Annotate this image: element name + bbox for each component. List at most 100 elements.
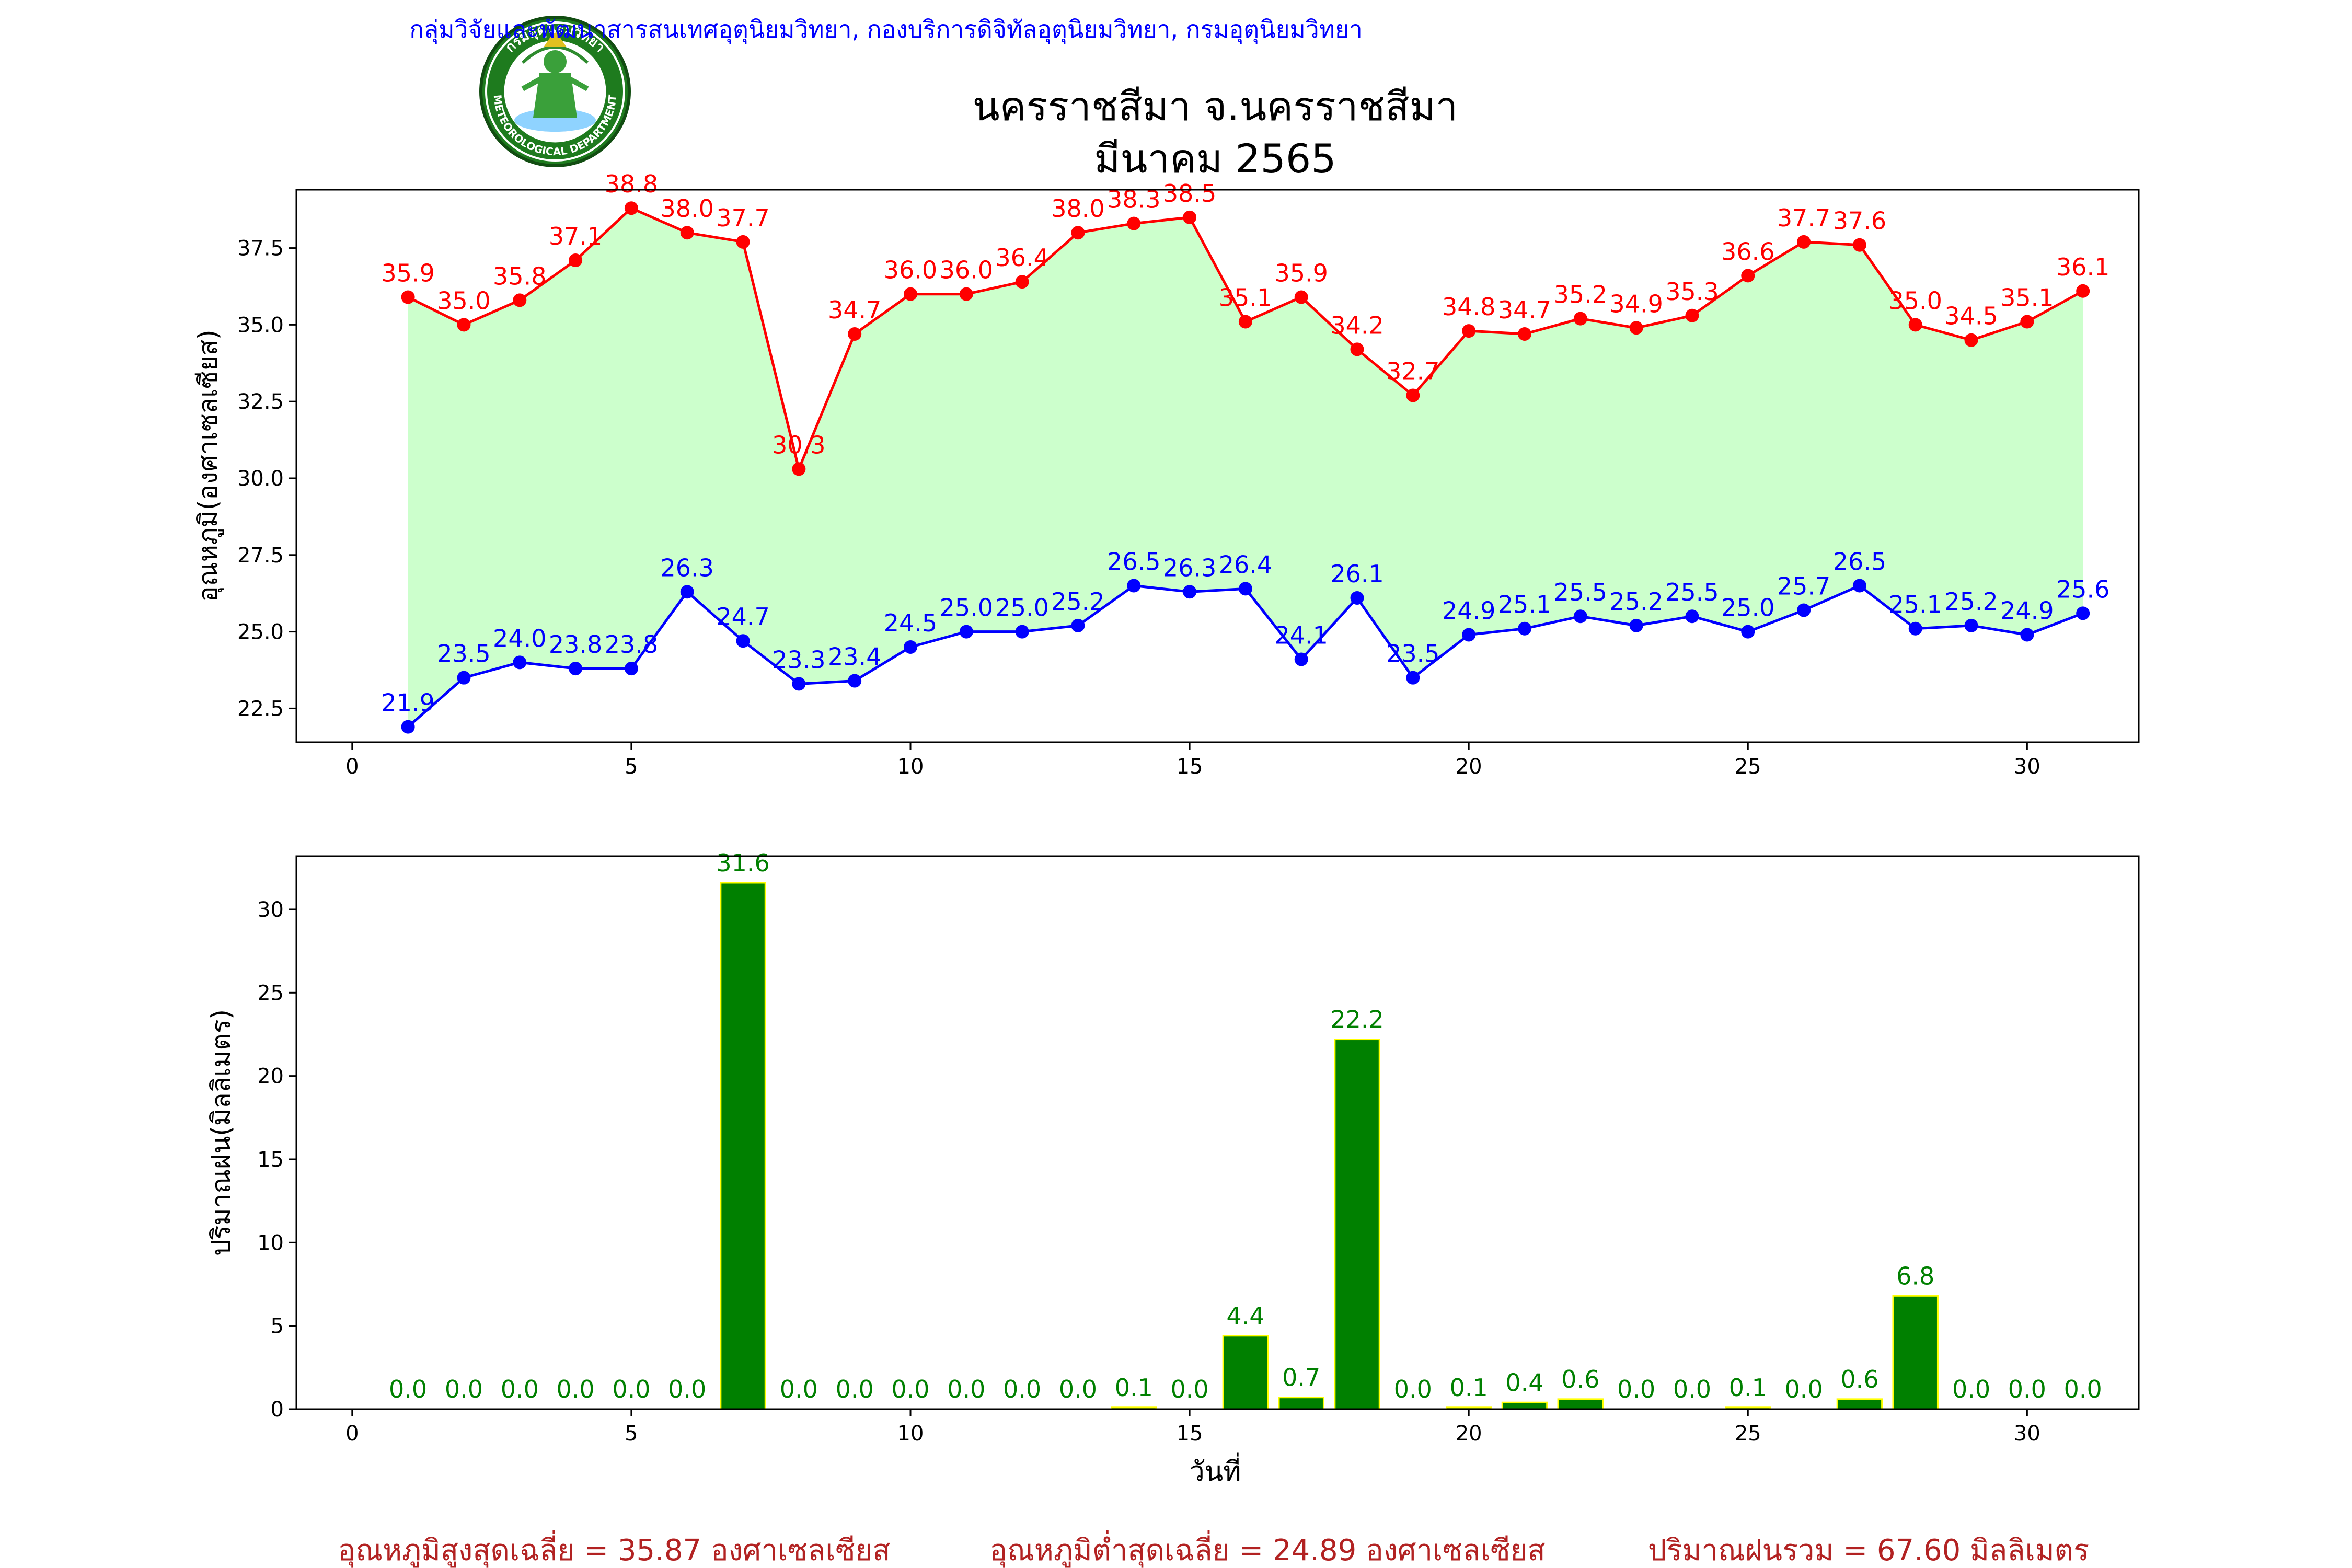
- max-temperature-point: [1350, 342, 1364, 356]
- min-temperature-label: 26.1: [1330, 560, 1383, 588]
- temperature-y-axis-label: อุณหภูมิ(องศาเซลเซียส): [193, 329, 224, 602]
- min-temperature-label: 25.6: [2056, 575, 2109, 603]
- max-temperature-label: 38.8: [605, 170, 658, 198]
- min-temperature-label: 25.2: [1944, 587, 1998, 616]
- min-temperature-point: [1629, 618, 1643, 632]
- rainfall-label: 0.0: [445, 1375, 483, 1403]
- min-temperature-point: [959, 625, 973, 639]
- rainfall-label: 0.0: [1171, 1375, 1209, 1403]
- temperature-y-tick-label: 32.5: [237, 390, 284, 414]
- rainfall-x-axis-label: วันที่: [1189, 1452, 1241, 1488]
- min-temperature-point: [624, 662, 638, 676]
- rainfall-label: 4.4: [1226, 1302, 1264, 1330]
- min-temperature-point: [457, 671, 471, 685]
- min-temperature-label: 24.7: [716, 603, 769, 631]
- max-temperature-label: 34.2: [1330, 311, 1383, 339]
- max-temperature-point: [1015, 275, 1029, 289]
- max-temperature-point: [1071, 226, 1085, 240]
- max-temperature-label: 30.3: [772, 431, 825, 459]
- max-temperature-point: [959, 287, 973, 301]
- min-temperature-point: [1406, 671, 1420, 685]
- rainfall-y-tick-label: 15: [257, 1148, 284, 1172]
- min-temperature-label: 25.5: [1554, 578, 1607, 606]
- max-temperature-point: [792, 462, 806, 476]
- min-temperature-label: 24.9: [2000, 596, 2054, 625]
- max-temperature-point: [1741, 269, 1755, 283]
- rainfall-label: 31.6: [716, 849, 769, 877]
- max-temperature-point: [1908, 318, 1922, 332]
- min-temperature-point: [1964, 618, 1978, 632]
- rainfall-label: 0.0: [1673, 1375, 1711, 1403]
- min-temperature-point: [569, 662, 583, 676]
- min-temperature-label: 26.4: [1219, 550, 1272, 579]
- min-temperature-point: [736, 634, 750, 648]
- footer-avg-max: อุณหภูมิสูงสุดเฉลี่ย = 35.87 องศาเซลเซีย…: [338, 1530, 890, 1568]
- max-temperature-label: 37.6: [1833, 207, 1886, 235]
- min-temperature-point: [2020, 628, 2034, 642]
- max-temperature-label: 38.0: [661, 194, 714, 223]
- max-temperature-label: 34.7: [1498, 296, 1551, 324]
- max-temperature-point: [1183, 210, 1197, 224]
- min-temperature-point: [848, 674, 862, 688]
- rainfall-label: 0.0: [612, 1375, 650, 1403]
- min-temperature-label: 24.5: [884, 609, 937, 637]
- rainfall-label: 0.0: [668, 1375, 706, 1403]
- max-temperature-point: [1573, 312, 1587, 326]
- rainfall-x-tick-label: 30: [2014, 1422, 2040, 1446]
- footer-avg-min: อุณหภูมิต่ำสุดเฉลี่ย = 24.89 องศาเซลเซีย…: [989, 1530, 1545, 1568]
- rainfall-x-tick-label: 15: [1177, 1422, 1203, 1446]
- rainfall-x-tick-label: 20: [1456, 1422, 1482, 1446]
- temperature-x-tick-label: 30: [2014, 755, 2040, 779]
- rainfall-bar: [1836, 1398, 1883, 1410]
- min-temperature-label: 25.5: [1665, 578, 1719, 606]
- min-temperature-label: 25.0: [940, 594, 993, 622]
- meteorological-department-logo: กรมอุตุนิยมวิทยา METEOROLOGICAL DEPARTME…: [479, 16, 631, 167]
- rainfall-label: 0.0: [2008, 1375, 2046, 1403]
- rainfall-label: 0.1: [1450, 1374, 1488, 1402]
- temperature-y-tick-label: 35.0: [237, 313, 284, 337]
- min-temperature-point: [1350, 591, 1364, 605]
- max-temperature-label: 38.5: [1163, 179, 1216, 207]
- max-temperature-label: 35.8: [493, 262, 546, 290]
- temperature-chart: 35.9 21.9 35.0 23.5 35.8 24.0 37.1 23.8 38.8 23.8…: [193, 170, 2140, 779]
- max-temperature-label: 35.0: [1889, 286, 1942, 315]
- min-temperature-point: [1797, 603, 1811, 617]
- min-temperature-label: 23.4: [828, 643, 881, 671]
- min-temperature-label: 24.1: [1275, 621, 1328, 649]
- max-temperature-label: 38.0: [1051, 194, 1104, 223]
- min-temperature-label: 23.5: [437, 640, 490, 668]
- temperature-plot-frame: [295, 189, 2140, 743]
- max-temperature-point: [1462, 324, 1476, 338]
- rainfall-label: 22.2: [1330, 1006, 1383, 1034]
- max-temperature-point: [680, 226, 694, 240]
- min-temperature-point: [1741, 625, 1755, 639]
- org-line: กลุ่มวิจัยและพัฒนาสารสนเทศอุตุนิยมวิทยา,…: [409, 15, 1363, 44]
- temperature-x-tick-label: 0: [345, 755, 359, 779]
- rainfall-label: 0.0: [780, 1375, 818, 1403]
- max-temperature-point: [1238, 315, 1252, 329]
- min-temperature-label: 26.5: [1107, 548, 1160, 576]
- rainfall-label: 0.6: [1840, 1365, 1878, 1393]
- temperature-y-tick-label: 37.5: [237, 237, 284, 261]
- max-temperature-point: [1964, 333, 1978, 347]
- max-temperature-label: 36.0: [884, 256, 937, 284]
- rainfall-y-axis-label: ปริมาณฝน(มิลลิเมตร): [206, 1009, 236, 1256]
- max-temperature-label: 35.3: [1665, 278, 1719, 306]
- footer-total-rain: ปริมาณฝนรวม = 67.60 มิลลิเมตร: [1648, 1534, 2089, 1567]
- rainfall-bar: [1334, 1039, 1380, 1410]
- max-temperature-point: [1406, 388, 1420, 402]
- min-temperature-point: [1518, 621, 1531, 636]
- temperature-range-fill: [408, 208, 2083, 727]
- max-temperature-point: [2076, 284, 2090, 298]
- rainfall-x-tick-label: 0: [345, 1422, 359, 1446]
- min-temperature-label: 25.7: [1777, 572, 1830, 600]
- rainfall-label: 0.0: [557, 1375, 595, 1403]
- max-temperature-label: 34.8: [1442, 293, 1495, 321]
- rainfall-bar: [1557, 1398, 1604, 1410]
- min-temperature-label: 21.9: [381, 689, 434, 717]
- min-temperature-point: [513, 655, 527, 670]
- min-temperature-point: [792, 677, 806, 691]
- rainfall-label: 0.6: [1561, 1365, 1599, 1393]
- min-temperature-label: 25.0: [1721, 594, 1774, 622]
- chart-title-line1: นครราชสีมา จ.นครราชสีมา: [973, 83, 1458, 130]
